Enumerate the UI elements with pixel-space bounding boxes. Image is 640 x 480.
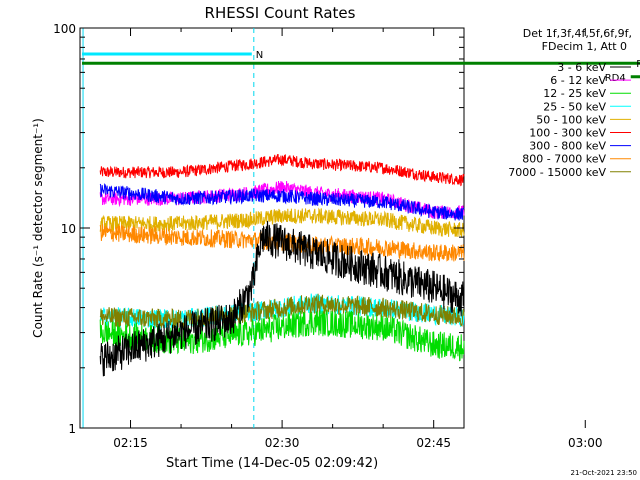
series-line-3-6kev bbox=[99, 220, 465, 377]
x-axis-label-time: (14-Dec-05 02:09:42) bbox=[238, 456, 378, 471]
legend-header-decim: FDecim 1, Att 0 bbox=[542, 40, 627, 53]
series-line-800-7000kev bbox=[99, 223, 465, 262]
y-axis-label: Count Rate (s⁻¹ detector segment⁻¹) bbox=[31, 118, 45, 338]
x-axis-label-prefix: Start Time bbox=[166, 456, 234, 471]
legend-entry: 6 - 12 keV bbox=[550, 74, 631, 87]
legend-entry: 50 - 100 keV bbox=[536, 113, 631, 126]
series-line-12-25kev bbox=[99, 309, 465, 362]
y-tick-label: 1 bbox=[68, 422, 76, 436]
legend-entry: 300 - 800 keV bbox=[529, 140, 631, 153]
legend: Det 1f,3f,4f,5f,6f,9f, FDecim 1, Att 0 3… bbox=[508, 27, 632, 179]
legend-entry: 100 - 300 keV bbox=[529, 127, 631, 140]
legend-entry: 3 - 6 keV bbox=[557, 61, 631, 74]
legend-entry-label: 7000 - 15000 keV bbox=[508, 166, 606, 179]
annotation-layer: N RD0 RD4 bbox=[82, 28, 640, 428]
legend-entry: 7000 - 15000 keV bbox=[508, 166, 631, 179]
legend-entry-label: 100 - 300 keV bbox=[529, 127, 606, 140]
x-tick-label: 02:45 bbox=[416, 436, 451, 450]
series-line-300-800kev bbox=[99, 183, 465, 221]
series-line-50-100kev bbox=[99, 207, 465, 238]
footer-timestamp: 21-Oct-2021 23:50 bbox=[571, 469, 637, 477]
legend-entry-label: 12 - 25 keV bbox=[543, 87, 606, 100]
chart-title: RHESSI Count Rates bbox=[205, 4, 356, 22]
x-axis-label: Start Time (14-Dec-05 02:09:42) bbox=[166, 456, 378, 471]
legend-entry-label: 6 - 12 keV bbox=[550, 74, 606, 87]
legend-entry: 12 - 25 keV bbox=[543, 87, 631, 100]
series-line-7000-15000kev bbox=[99, 293, 465, 329]
series-layer bbox=[99, 154, 465, 377]
x-tick-label: 02:15 bbox=[113, 436, 148, 450]
x-tick-label: 02:30 bbox=[265, 436, 300, 450]
legend-entry: 800 - 7000 keV bbox=[522, 153, 631, 166]
annotation-label-rd4: RD4 bbox=[605, 73, 626, 84]
legend-header-detectors: Det 1f,3f,4f,5f,6f,9f, bbox=[523, 27, 632, 40]
series-line-100-300kev bbox=[99, 154, 465, 187]
y-axis: 1 10 100 bbox=[53, 22, 464, 436]
legend-entry-label: 300 - 800 keV bbox=[529, 140, 606, 153]
legend-entry-label: 800 - 7000 keV bbox=[522, 153, 606, 166]
y-tick-label: 100 bbox=[53, 22, 76, 36]
annotation-label-n: N bbox=[256, 50, 263, 61]
annotation-label-rd0: RD0 bbox=[636, 59, 640, 70]
legend-entry-label: 25 - 50 keV bbox=[543, 100, 606, 113]
x-tick-label: 03:00 bbox=[568, 436, 603, 450]
legend-entry-label: 3 - 6 keV bbox=[557, 61, 606, 74]
legend-entry-label: 50 - 100 keV bbox=[536, 113, 606, 126]
legend-entry: 25 - 50 keV bbox=[543, 100, 631, 113]
y-tick-label: 10 bbox=[61, 222, 76, 236]
